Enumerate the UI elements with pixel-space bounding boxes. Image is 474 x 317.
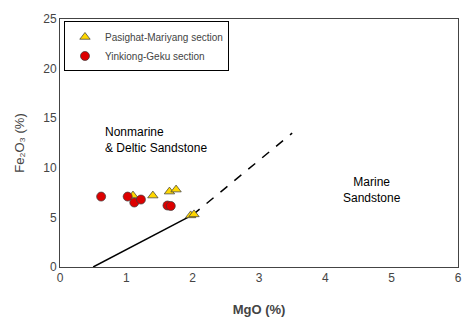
svg-text:Fe₂O₃ (%): Fe₂O₃ (%) (12, 113, 27, 172)
svg-text:Yinkiong-Geku section: Yinkiong-Geku section (105, 51, 205, 62)
svg-text:3: 3 (256, 271, 263, 285)
svg-text:10: 10 (43, 161, 57, 175)
svg-text:MgO (%): MgO (%) (233, 302, 286, 317)
svg-text:5: 5 (388, 271, 395, 285)
svg-text:6: 6 (455, 271, 462, 285)
svg-text:15: 15 (43, 111, 57, 125)
svg-text:Nonmarine& Deltic Sandstone: Nonmarine& Deltic Sandstone (105, 125, 207, 155)
svg-text:20: 20 (43, 62, 57, 76)
svg-text:1: 1 (123, 271, 130, 285)
svg-text:0: 0 (57, 271, 64, 285)
svg-text:25: 25 (43, 12, 57, 26)
svg-text:Pasighat-Mariyang section: Pasighat-Mariyang section (105, 32, 223, 43)
svg-text:2: 2 (189, 271, 196, 285)
svg-text:0: 0 (50, 260, 57, 274)
svg-text:4: 4 (322, 271, 329, 285)
svg-text:5: 5 (50, 211, 57, 225)
svg-text:MarineSandstone: MarineSandstone (343, 175, 401, 205)
